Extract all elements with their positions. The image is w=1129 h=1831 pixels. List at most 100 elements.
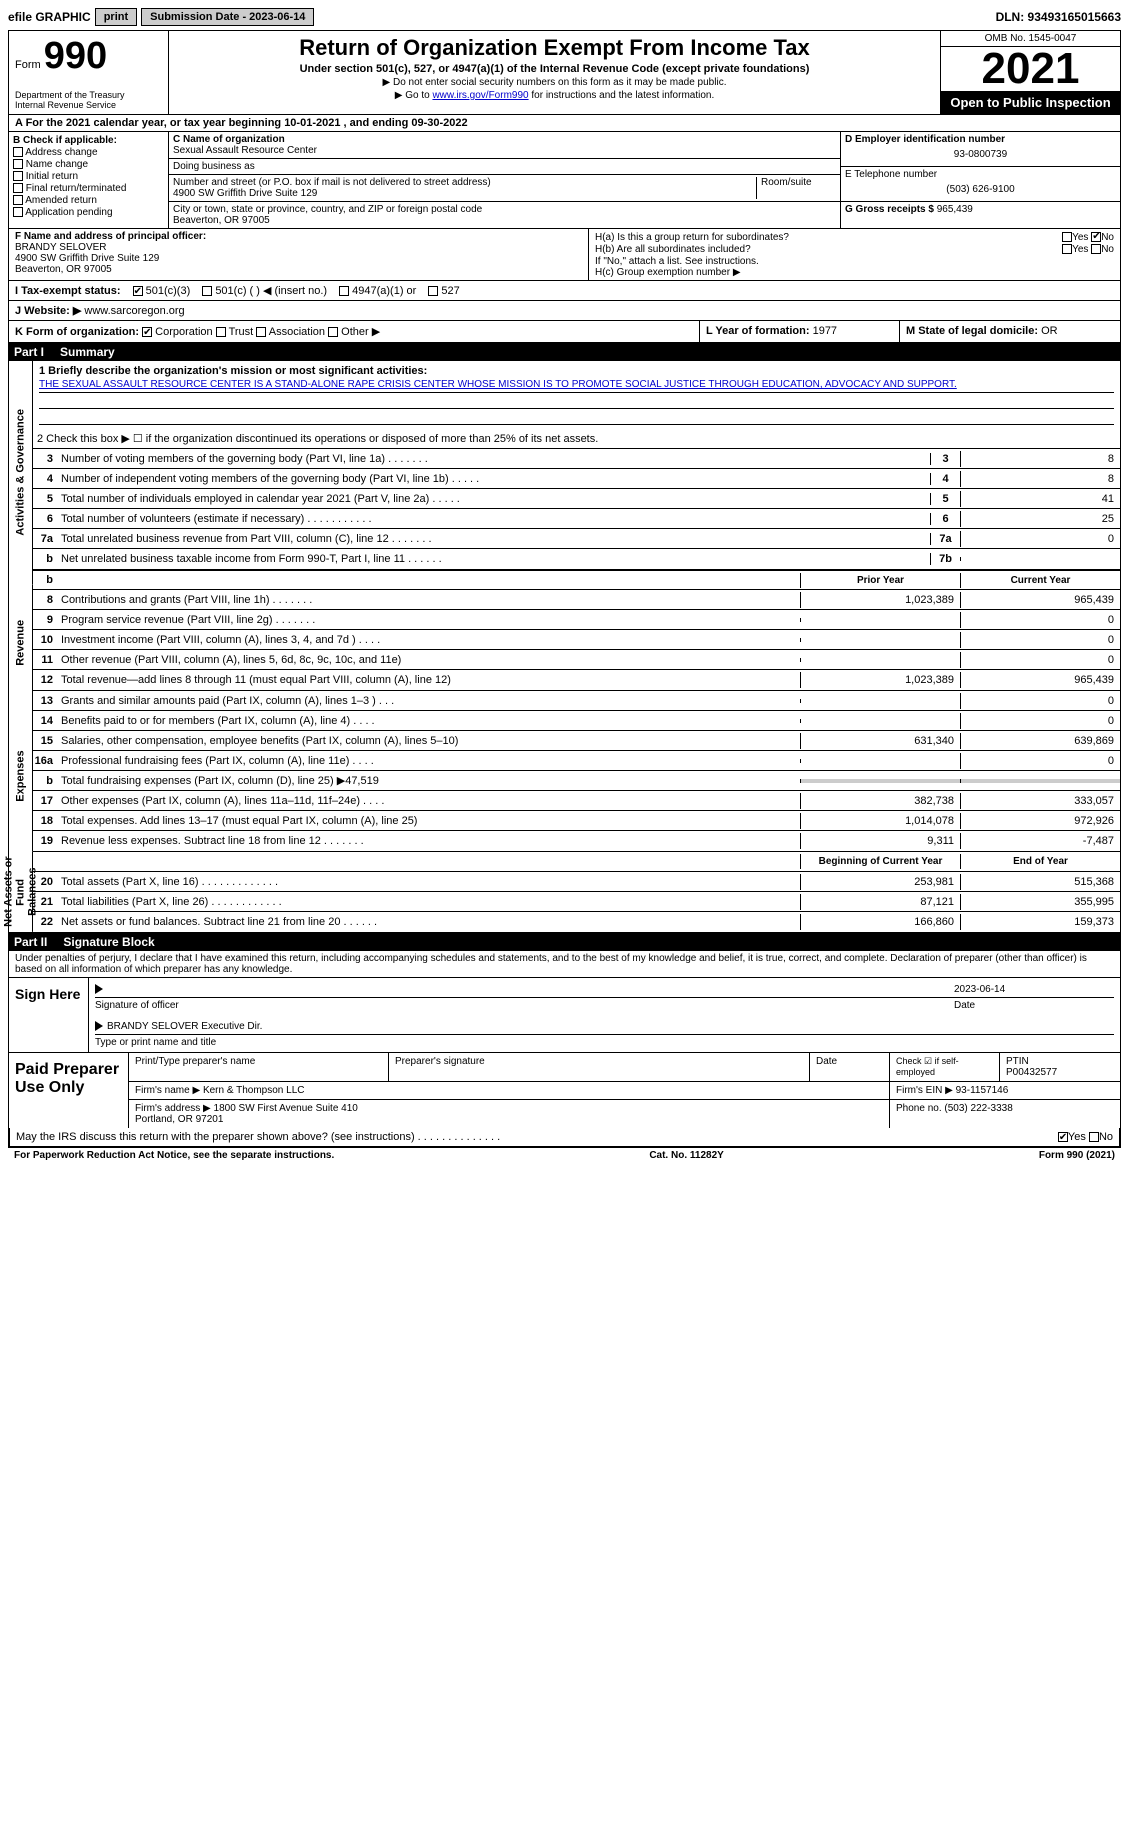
table-row: 11Other revenue (Part VIII, column (A), … xyxy=(33,650,1120,670)
chk-name-change[interactable] xyxy=(13,159,23,169)
part1-header: Part I Summary xyxy=(8,343,1121,361)
chk-address-change[interactable] xyxy=(13,147,23,157)
topbar: efile GRAPHIC print Submission Date - 20… xyxy=(8,8,1121,26)
col-c-org-info: C Name of organization Sexual Assault Re… xyxy=(169,132,840,228)
chk-ha-yes[interactable] xyxy=(1062,232,1072,242)
chk-4947[interactable] xyxy=(339,286,349,296)
table-row: 21Total liabilities (Part X, line 26) . … xyxy=(33,892,1120,912)
form-number: 990 xyxy=(44,35,107,77)
form-note1: ▶ Do not enter social security numbers o… xyxy=(177,77,932,88)
firm-ein: 93-1157146 xyxy=(956,1085,1009,1096)
col-d-ein: D Employer identification number 93-0800… xyxy=(840,132,1120,228)
open-public-label: Open to Public Inspection xyxy=(941,91,1120,114)
table-row: 15Salaries, other compensation, employee… xyxy=(33,731,1120,751)
chk-527[interactable] xyxy=(428,286,438,296)
summary-table: Activities & Governance Revenue Expenses… xyxy=(8,361,1121,933)
tax-year: 2021 xyxy=(941,47,1120,91)
website-url: www.sarcoregon.org xyxy=(84,305,184,317)
table-row: 8Contributions and grants (Part VIII, li… xyxy=(33,590,1120,610)
row-fgh: F Name and address of principal officer:… xyxy=(8,229,1121,281)
table-row: 22Net assets or fund balances. Subtract … xyxy=(33,912,1120,932)
penalties-declaration: Under penalties of perjury, I declare th… xyxy=(9,951,1120,977)
print-button[interactable]: print xyxy=(95,8,137,26)
chk-corp[interactable] xyxy=(142,327,152,337)
sign-here-label: Sign Here xyxy=(9,978,89,1052)
table-row: 7aTotal unrelated business revenue from … xyxy=(33,529,1120,549)
page-footer: For Paperwork Reduction Act Notice, see … xyxy=(8,1148,1121,1163)
chk-amended[interactable] xyxy=(13,195,23,205)
chk-initial-return[interactable] xyxy=(13,171,23,181)
chk-ha-no[interactable] xyxy=(1091,232,1101,242)
part2-header: Part II Signature Block xyxy=(8,933,1121,951)
form-subtitle: Under section 501(c), 527, or 4947(a)(1)… xyxy=(177,63,932,75)
table-row: 13Grants and similar amounts paid (Part … xyxy=(33,691,1120,711)
room-suite: Room/suite xyxy=(756,177,836,199)
officer-printed-name: BRANDY SELOVER Executive Dir. xyxy=(107,1021,262,1032)
table-row: 20Total assets (Part X, line 16) . . . .… xyxy=(33,872,1120,892)
signature-block: Under penalties of perjury, I declare th… xyxy=(8,951,1121,1148)
mission-text: THE SEXUAL ASSAULT RESOURCE CENTER IS A … xyxy=(39,377,1114,393)
sect-expenses-label: Expenses xyxy=(9,700,33,852)
city-state-zip: Beaverton, OR 97005 xyxy=(173,215,836,226)
identity-block: B Check if applicable: Address change Na… xyxy=(8,132,1121,229)
chk-app-pending[interactable] xyxy=(13,207,23,217)
chk-501c3[interactable] xyxy=(133,286,143,296)
col-b-checkboxes: B Check if applicable: Address change Na… xyxy=(9,132,169,228)
form-header: Form 990 Department of the Treasury Inte… xyxy=(8,30,1121,115)
row-i-tax-status: I Tax-exempt status: 501(c)(3) 501(c) ( … xyxy=(8,281,1121,301)
table-row: 6Total number of volunteers (estimate if… xyxy=(33,509,1120,529)
chk-discuss-no[interactable] xyxy=(1089,1132,1099,1142)
row-a-period: A For the 2021 calendar year, or tax yea… xyxy=(8,115,1121,132)
row-j-website: J Website: ▶ www.sarcoregon.org xyxy=(8,301,1121,321)
form-prefix: Form xyxy=(15,59,41,71)
ptin: P00432577 xyxy=(1006,1067,1114,1078)
sect-activities-label: Activities & Governance xyxy=(9,361,33,585)
org-name: Sexual Assault Resource Center xyxy=(173,145,836,156)
chk-discuss-yes[interactable] xyxy=(1058,1132,1068,1142)
arrow-icon xyxy=(95,1021,103,1031)
sect-revenue-label: Revenue xyxy=(9,585,33,701)
table-row: 4Number of independent voting members of… xyxy=(33,469,1120,489)
chk-assoc[interactable] xyxy=(256,327,266,337)
irs-link[interactable]: www.irs.gov/Form990 xyxy=(432,90,528,101)
state-domicile: OR xyxy=(1041,325,1058,337)
sig-date: 2023-06-14 xyxy=(954,984,1114,995)
form-note2: ▶ Go to www.irs.gov/Form990 for instruct… xyxy=(177,90,932,101)
sect-net-label: Net Assets or Fund Balances xyxy=(9,852,33,932)
table-row: 16aProfessional fundraising fees (Part I… xyxy=(33,751,1120,771)
gross-receipts: 965,439 xyxy=(937,204,973,215)
table-row: 12Total revenue—add lines 8 through 11 (… xyxy=(33,670,1120,690)
efile-label: efile GRAPHIC xyxy=(8,10,91,24)
firm-phone: (503) 222-3338 xyxy=(944,1103,1012,1114)
officer-name: BRANDY SELOVER xyxy=(15,242,582,253)
table-row: bTotal fundraising expenses (Part IX, co… xyxy=(33,771,1120,791)
table-row: 9Program service revenue (Part VIII, lin… xyxy=(33,610,1120,630)
table-row: bNet unrelated business taxable income f… xyxy=(33,549,1120,569)
chk-trust[interactable] xyxy=(216,327,226,337)
ein-value: 93-0800739 xyxy=(845,145,1116,164)
dln-label: DLN: 93493165015663 xyxy=(996,10,1121,24)
table-row: 19Revenue less expenses. Subtract line 1… xyxy=(33,831,1120,851)
firm-name: Kern & Thompson LLC xyxy=(203,1085,305,1096)
dept-label: Department of the Treasury Internal Reve… xyxy=(15,90,162,110)
chk-other[interactable] xyxy=(328,327,338,337)
table-row: 17Other expenses (Part IX, column (A), l… xyxy=(33,791,1120,811)
table-row: 14Benefits paid to or for members (Part … xyxy=(33,711,1120,731)
row-klm: K Form of organization: Corporation Trus… xyxy=(8,321,1121,343)
chk-501c[interactable] xyxy=(202,286,212,296)
table-row: 10Investment income (Part VIII, column (… xyxy=(33,630,1120,650)
arrow-icon xyxy=(95,984,103,994)
year-formation: 1977 xyxy=(813,325,837,337)
form-title: Return of Organization Exempt From Incom… xyxy=(177,35,932,61)
chk-hb-yes[interactable] xyxy=(1062,244,1072,254)
table-row: 3Number of voting members of the governi… xyxy=(33,449,1120,469)
table-row: 5Total number of individuals employed in… xyxy=(33,489,1120,509)
chk-final-return[interactable] xyxy=(13,183,23,193)
telephone: (503) 626-9100 xyxy=(845,180,1116,199)
street-address: 4900 SW Griffith Drive Suite 129 xyxy=(173,188,756,199)
submission-date-button[interactable]: Submission Date - 2023-06-14 xyxy=(141,8,314,26)
table-row: 18Total expenses. Add lines 13–17 (must … xyxy=(33,811,1120,831)
self-employed-check: Check ☑ if self-employed xyxy=(890,1053,1000,1081)
chk-hb-no[interactable] xyxy=(1091,244,1101,254)
paid-preparer-label: Paid Preparer Use Only xyxy=(9,1053,129,1128)
